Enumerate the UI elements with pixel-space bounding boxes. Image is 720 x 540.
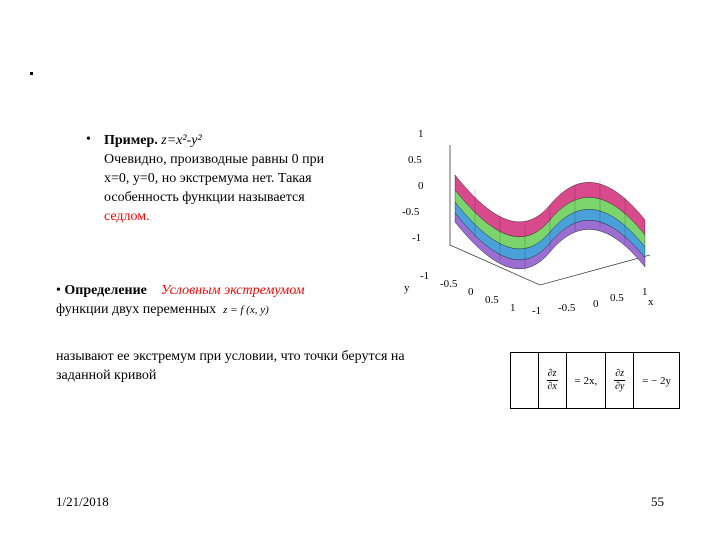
x-tick: 0.5 xyxy=(610,292,624,304)
condition-line: называют ее экстремум при условии, что т… xyxy=(56,348,416,386)
y-tick: 1 xyxy=(510,302,516,314)
frac-top: ∂z xyxy=(614,369,625,381)
frac-bot: ∂y xyxy=(614,381,625,392)
x-tick: 0 xyxy=(593,298,599,310)
conditional-extremum: Условным экстремумом xyxy=(161,283,305,298)
definition-tail: функции двух переменных xyxy=(56,302,216,317)
x-tick: -1 xyxy=(532,305,541,317)
z-tick: -0.5 xyxy=(402,206,419,218)
example-text: Пример. z=x²-y² Очевидно, производные ра… xyxy=(104,132,326,226)
dz-dx-val: = 2x, xyxy=(566,353,606,409)
example-label: Пример. xyxy=(104,133,158,148)
frac-top: ∂z xyxy=(547,369,558,381)
y-axis-label: y xyxy=(404,282,410,294)
example-formula: z=x²-y² xyxy=(161,133,201,148)
derivative-table: ∂z∂x = 2x, ∂z∂y = − 2y xyxy=(510,352,680,409)
saddle-plot: 1 0.5 0 -0.5 -1 y x -1 -0.5 0 0.5 1 -1 -… xyxy=(380,110,680,330)
example-block: • Пример. z=x²-y² Очевидно, производные … xyxy=(86,132,326,226)
definition-block: • Определение Условным экстремумом функц… xyxy=(56,282,356,320)
definition-formula: z = f (x, y) xyxy=(223,304,269,316)
y-tick: -1 xyxy=(420,270,429,282)
bullet-icon: • xyxy=(56,283,61,298)
footer-date: 1/21/2018 xyxy=(56,494,109,510)
footer-page-number: 55 xyxy=(651,494,664,510)
y-tick: 0.5 xyxy=(485,294,499,306)
z-tick: 0.5 xyxy=(408,154,422,166)
saddle-word: седлом. xyxy=(104,209,150,224)
dz-dy-cell: ∂z∂y xyxy=(606,353,634,409)
decorative-dot xyxy=(30,72,33,75)
saddle-surface-icon xyxy=(445,135,655,290)
bullet-icon: • xyxy=(86,132,104,226)
dz-dy-val: = − 2y xyxy=(634,353,680,409)
z-tick: 0 xyxy=(418,180,424,192)
example-body: Очевидно, производные равны 0 при x=0, y… xyxy=(104,152,324,205)
definition-label: Определение xyxy=(64,283,146,298)
z-tick: 1 xyxy=(418,128,424,140)
x-axis-label: x xyxy=(648,296,654,308)
x-tick: -0.5 xyxy=(558,302,575,314)
frac-bot: ∂x xyxy=(547,381,558,392)
z-tick: -1 xyxy=(412,232,421,244)
dz-dx-cell: ∂z∂x xyxy=(538,353,566,409)
